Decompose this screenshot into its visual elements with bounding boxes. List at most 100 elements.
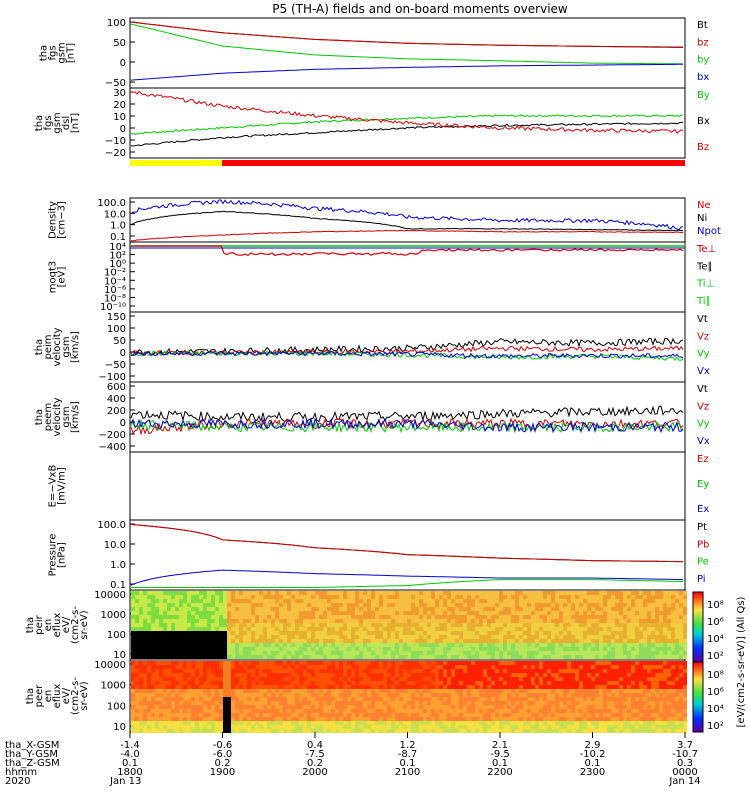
heatmap-cell (371, 689, 375, 693)
heatmap-cell (595, 709, 599, 713)
heatmap-cell (319, 595, 323, 599)
ylabel-line: eflux (52, 613, 63, 638)
heatmap-cell (391, 619, 395, 623)
heatmap-cell (471, 591, 475, 595)
heatmap-cell (295, 639, 299, 643)
heatmap-cell (231, 689, 235, 693)
heatmap-cell (399, 677, 403, 681)
heatmap-cell (523, 647, 527, 651)
heatmap-cell (543, 631, 547, 635)
heatmap-cell (439, 603, 443, 607)
heatmap-cell (259, 651, 263, 655)
heatmap-cell (399, 591, 403, 595)
heatmap-cell (347, 623, 351, 627)
heatmap-cell (659, 685, 663, 689)
heatmap-cell (355, 661, 359, 665)
heatmap-cell (207, 627, 211, 631)
heatmap-cell (191, 647, 195, 651)
heatmap-cell (423, 681, 427, 685)
heatmap-cell (399, 599, 403, 603)
heatmap-cell (651, 639, 655, 643)
heatmap-cell (475, 705, 479, 709)
heatmap-cell (543, 721, 547, 725)
heatmap-cell (555, 697, 559, 701)
heatmap-cell (463, 685, 467, 689)
legend-entry: Pi (697, 574, 706, 585)
heatmap-cell (199, 619, 203, 623)
heatmap-cell (163, 713, 167, 717)
heatmap-cell (403, 595, 407, 599)
heatmap-cell (443, 619, 447, 623)
heatmap-cell (327, 623, 331, 627)
heatmap-cell (559, 713, 563, 717)
heatmap-cell (199, 599, 203, 603)
heatmap-cell (283, 705, 287, 709)
heatmap-cell (387, 721, 391, 725)
heatmap-cell (559, 709, 563, 713)
heatmap-cell (567, 615, 571, 619)
heatmap-cell (351, 631, 355, 635)
heatmap-cell (511, 615, 515, 619)
heatmap-cell (135, 627, 139, 631)
heatmap-cell (315, 599, 319, 603)
heatmap-cell (627, 729, 631, 733)
heatmap-cell (499, 651, 503, 655)
heatmap-cell (227, 665, 231, 669)
heatmap-cell (183, 661, 187, 665)
heatmap-cell (235, 611, 239, 615)
heatmap-cell (135, 677, 139, 681)
heatmap-cell (539, 689, 543, 693)
heatmap-cell (547, 729, 551, 733)
heatmap-cell (307, 709, 311, 713)
heatmap-cell (515, 709, 519, 713)
heatmap-cell (355, 669, 359, 673)
heatmap-cell (383, 689, 387, 693)
heatmap-cell (591, 615, 595, 619)
heatmap-cell (575, 721, 579, 725)
heatmap-cell (431, 651, 435, 655)
heatmap-cell (131, 701, 135, 705)
heatmap-cell (647, 591, 651, 595)
heatmap-cell (243, 655, 247, 659)
heatmap-cell (539, 643, 543, 647)
heatmap-cell (443, 639, 447, 643)
heatmap-cell (299, 729, 303, 733)
heatmap-cell (227, 635, 231, 639)
heatmap-cell (623, 725, 627, 729)
heatmap-cell (439, 661, 443, 665)
heatmap-cell (315, 681, 319, 685)
heatmap-cell (515, 685, 519, 689)
heatmap-cell (555, 611, 559, 615)
heatmap-cell (247, 635, 251, 639)
heatmap-cell (627, 635, 631, 639)
heatmap-cell (363, 661, 367, 665)
heatmap-cell (163, 721, 167, 725)
heatmap-cell (623, 647, 627, 651)
heatmap-cell (319, 611, 323, 615)
heatmap-cell (427, 697, 431, 701)
heatmap-cell (399, 603, 403, 607)
heatmap-cell (559, 643, 563, 647)
heatmap-cell (519, 643, 523, 647)
heatmap-cell (307, 681, 311, 685)
heatmap-cell (643, 599, 647, 603)
heatmap-cell (147, 725, 151, 729)
heatmap-cell (235, 643, 239, 647)
heatmap-cell (519, 631, 523, 635)
heatmap-cell (299, 639, 303, 643)
heatmap-cell (535, 685, 539, 689)
heatmap-cell (319, 591, 323, 595)
heatmap-cell (227, 689, 231, 693)
heatmap-cell (251, 607, 255, 611)
heatmap-cell (667, 595, 671, 599)
heatmap-cell (179, 603, 183, 607)
heatmap-cell (195, 635, 199, 639)
heatmap-cell (291, 643, 295, 647)
heatmap-cell (403, 717, 407, 721)
heatmap-cell (507, 677, 511, 681)
heatmap-cell (443, 599, 447, 603)
heatmap-cell (631, 693, 635, 697)
heatmap-cell (259, 607, 263, 611)
heatmap-cell (395, 591, 399, 595)
heatmap-cell (171, 631, 175, 635)
